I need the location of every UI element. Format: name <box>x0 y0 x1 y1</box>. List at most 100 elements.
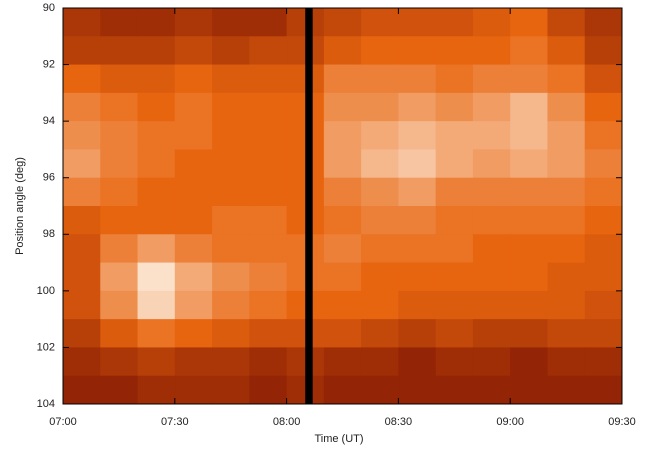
heatmap-cell <box>547 92 586 122</box>
heatmap-cell <box>323 121 362 150</box>
heatmap-cell <box>100 375 139 405</box>
heatmap-cell <box>323 177 362 207</box>
heatmap-cell <box>584 319 623 348</box>
heatmap-cell <box>435 234 474 264</box>
heatmap-cell <box>398 36 437 66</box>
heatmap-cell <box>100 92 139 122</box>
x-axis-title: Time (UT) <box>314 433 363 445</box>
heatmap-cell <box>174 149 213 179</box>
heatmap-cell <box>212 319 250 348</box>
heatmap-cell <box>510 234 548 264</box>
heatmap-cell <box>547 234 586 264</box>
heatmap-cell <box>212 375 250 405</box>
x-tick-label: 08:30 <box>385 416 413 428</box>
x-tick-label: 07:00 <box>49 416 77 428</box>
heatmap-cell <box>398 347 437 377</box>
heatmap-cell <box>212 36 250 66</box>
heatmap-cell <box>100 149 139 179</box>
heatmap-cell <box>510 262 548 292</box>
heatmap-cell <box>547 206 586 235</box>
heatmap-cell <box>361 149 399 179</box>
y-tick-label: 96 <box>43 172 55 184</box>
heatmap-cell <box>510 290 548 320</box>
data-gap <box>305 8 313 404</box>
heatmap-cell <box>137 8 176 37</box>
heatmap-cell <box>100 206 139 235</box>
heatmap-cell <box>584 177 623 207</box>
heatmap-cell <box>472 290 511 320</box>
heatmap-cell <box>212 8 250 37</box>
heatmap-cell <box>547 149 586 179</box>
heatmap-cell <box>63 92 101 122</box>
heatmap-cell <box>435 92 474 122</box>
heatmap-cell <box>472 149 511 179</box>
heatmap-cell <box>547 177 586 207</box>
heatmap-cell <box>584 8 623 37</box>
heatmap-cell <box>323 234 362 264</box>
heatmap-cell <box>435 347 474 377</box>
heatmap-cell <box>398 206 437 235</box>
heatmap-cell <box>398 92 437 122</box>
heatmap-cell <box>63 319 101 348</box>
heatmap-cell <box>323 375 362 405</box>
heatmap-cell <box>137 262 176 292</box>
heatmap-cell <box>435 121 474 150</box>
heatmap-cell <box>361 206 399 235</box>
y-tick-label: 98 <box>43 228 55 240</box>
heatmap-cell <box>584 375 623 405</box>
heatmap-cell <box>137 347 176 377</box>
heatmap-cell <box>137 121 176 150</box>
heatmap-cell <box>472 262 511 292</box>
heatmap-cell <box>510 64 548 94</box>
heatmap-cell <box>212 290 250 320</box>
heatmap-cell <box>361 375 399 405</box>
heatmap-cell <box>174 177 213 207</box>
heatmap-cell <box>249 149 288 179</box>
heatmap-cell <box>472 319 511 348</box>
heatmap-cell <box>435 36 474 66</box>
heatmap-cell <box>584 121 623 150</box>
heatmap-cell <box>100 64 139 94</box>
heatmap-cell <box>510 36 548 66</box>
heatmap-cell <box>472 177 511 207</box>
heatmap-cell <box>63 262 101 292</box>
heatmap-cell <box>249 290 288 320</box>
heatmap-cell <box>63 64 101 94</box>
plot-frame <box>62 7 623 405</box>
heatmap-cell <box>100 177 139 207</box>
heatmap-cell <box>398 290 437 320</box>
heatmap-cell <box>323 92 362 122</box>
heatmap-cell <box>398 8 437 37</box>
heatmap-cell <box>249 347 288 377</box>
heatmap-cell <box>584 36 623 66</box>
heatmap-cell <box>584 206 623 235</box>
heatmap-cell <box>63 290 101 320</box>
x-tick-label: 08:00 <box>273 416 301 428</box>
heatmap-cell <box>435 262 474 292</box>
heatmap-cell <box>510 121 548 150</box>
heatmap-cell <box>212 234 250 264</box>
heatmap-cell <box>584 347 623 377</box>
y-axis-title: Position angle (deg) <box>14 157 26 255</box>
heatmap-cell <box>100 290 139 320</box>
heatmap-cell <box>174 92 213 122</box>
heatmap-cell <box>472 36 511 66</box>
heatmap-cell <box>510 92 548 122</box>
heatmap-cell <box>472 234 511 264</box>
heatmap-cell <box>323 262 362 292</box>
heatmap-cell <box>174 262 213 292</box>
heatmap-cell <box>137 64 176 94</box>
heatmap-cell <box>472 8 511 37</box>
heatmap-cell <box>63 8 101 37</box>
heatmap-cell <box>212 262 250 292</box>
heatmap-cell <box>398 149 437 179</box>
heatmap-cell <box>361 36 399 66</box>
heatmap-cell <box>323 319 362 348</box>
heatmap-cell <box>435 319 474 348</box>
heatmap-cell <box>137 92 176 122</box>
heatmap-cell <box>137 36 176 66</box>
heatmap-cell <box>398 234 437 264</box>
heatmap-cell <box>547 347 586 377</box>
heatmap-cell <box>510 149 548 179</box>
